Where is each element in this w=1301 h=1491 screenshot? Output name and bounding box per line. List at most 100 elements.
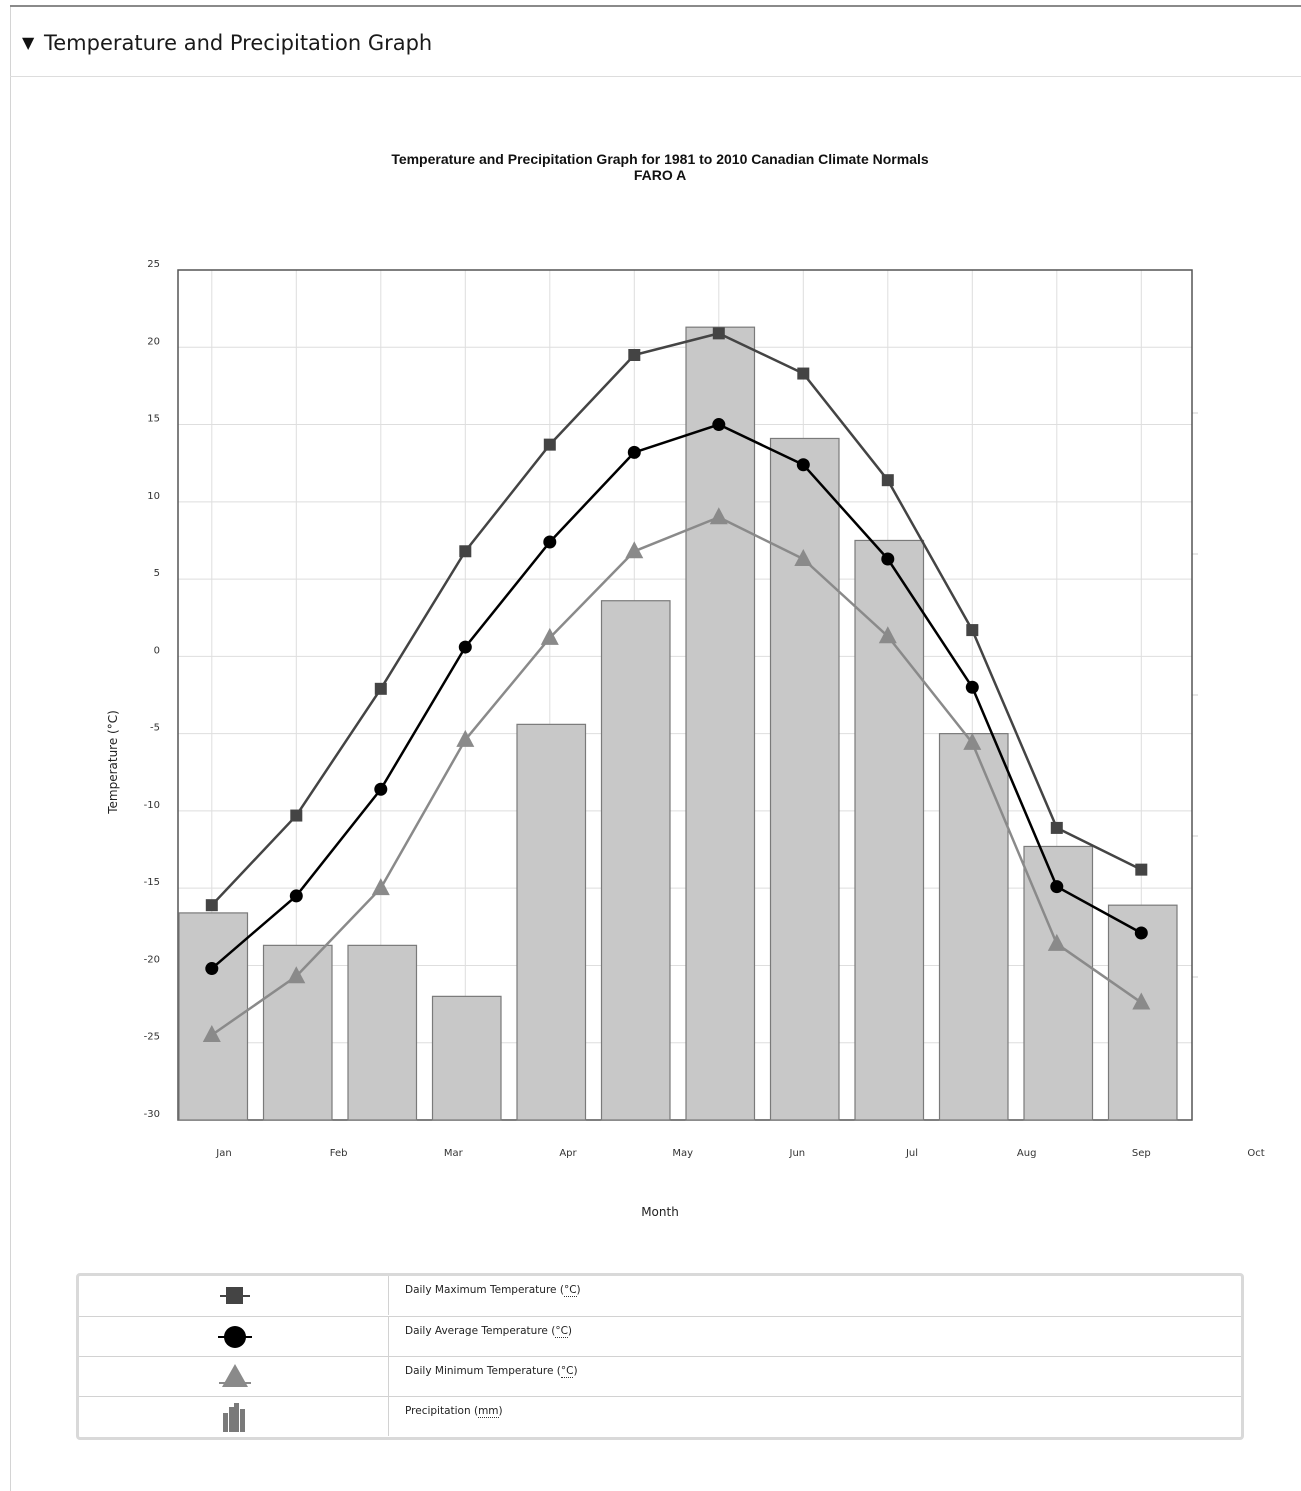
circle-line-icon [218,1326,252,1348]
max-temp-point [628,349,641,361]
min-temp-point [625,541,644,559]
min-temp-point [1132,992,1151,1010]
y-tick-label: 20 [147,336,160,347]
min-temp-point [709,507,728,525]
x-tick-label: Oct [1247,1148,1264,1159]
min-temp-line [211,516,1143,1037]
x-tick-label: Apr [559,1148,577,1159]
avg-temp-point [627,445,641,459]
avg-temp-point [543,535,557,549]
precipitation-bar [685,326,756,1121]
chart-subtitle: FARO A [634,167,686,183]
avg-temp-point [289,889,303,903]
y-tick-label: 0 [154,645,160,656]
expand-toggle-icon[interactable]: ▼ [22,33,35,52]
max-temp-point [543,438,556,451]
x-tick-label: Feb [330,1148,348,1159]
legend-row-precip: Precipitation (mm) [79,1396,1241,1436]
legend-label: Precipitation (mm) [405,1405,503,1418]
legend-symbol-cell [79,1276,389,1315]
precipitation-bar [1107,904,1178,1121]
axis-labels: Temperature and Precipitation Graph for … [106,151,1265,1219]
avg-temp-point [205,962,219,976]
max-temp-point [966,624,979,637]
triangle-line-icon [219,1364,251,1387]
y-tick-label: -20 [144,954,160,965]
x-tick-label: Jun [789,1148,806,1159]
min-temp-point [456,729,475,747]
y-tick-label: -5 [150,723,160,734]
avg-temp-point [458,640,472,654]
plot-frame [177,269,1193,1121]
min-temp-point [878,626,897,644]
legend-label: Daily Average Temperature (°C) [405,1325,573,1338]
avg-temp-point [965,680,979,694]
x-tick-label: Aug [1017,1148,1037,1159]
unit-abbr: °C [555,1325,568,1338]
section-header[interactable] [10,7,1301,77]
min-temp-point [287,966,306,984]
chart-title: Temperature and Precipitation Graph for … [391,151,929,167]
y-tick-label: -15 [144,877,160,888]
x-tick-label: Sep [1132,1148,1151,1159]
x-tick-label: May [672,1148,693,1159]
y-tick-label: 25 [147,259,160,270]
unit-abbr: mm [478,1405,499,1418]
avg-temp-point [1050,880,1064,894]
bar-chart-icon [223,1403,245,1432]
legend-row-max: Daily Maximum Temperature (°C) [79,1276,1241,1316]
precipitation-bar [600,600,671,1121]
y-tick-label: 10 [147,491,160,502]
y-axis-label: Temperature (°C) [106,710,120,815]
top-rule [10,5,1301,7]
y-tick-label: -10 [144,800,160,811]
min-temp-point [1047,933,1066,951]
x-tick-label: Jul [905,1148,918,1159]
y-tick-label: 5 [154,568,160,579]
x-tick-label: Mar [444,1148,464,1159]
min-temp-point [794,549,813,566]
precipitation-bar [347,944,418,1121]
min-temp-point [540,627,559,645]
x-axis-label: Month [641,1205,679,1219]
chart-legend: Daily Maximum Temperature (°C) Daily Ave… [76,1273,1244,1440]
min-temp-point [371,878,390,896]
max-temp-point [290,809,303,822]
unit-abbr: °C [560,1365,574,1378]
max-temp-line [210,332,1142,907]
precipitation-bar [431,995,502,1121]
x-tick-label: Jan [215,1148,231,1159]
max-temp-point [712,327,725,340]
legend-label: Daily Maximum Temperature (°C) [405,1284,581,1297]
content-frame [10,7,1301,1491]
max-temp-point [1050,821,1063,834]
legend-row-avg: Daily Average Temperature (°C) [79,1316,1241,1356]
temperature-lines [202,327,1151,1042]
legend-row-min: Daily Minimum Temperature (°C) [79,1356,1241,1396]
unit-abbr: °C [563,1284,577,1297]
legend-label: Daily Minimum Temperature (°C) [405,1365,578,1378]
avg-temp-point [712,418,726,432]
y-tick-label: -30 [144,1109,160,1120]
avg-temp-point [1134,926,1148,940]
max-temp-point [881,474,894,487]
precipitation-bar [854,539,925,1121]
avg-temp-point [881,552,895,566]
avg-temp-point [796,458,810,472]
y-tick-label: 15 [147,414,160,425]
max-temp-point [205,899,218,912]
precipitation-bar [516,723,587,1121]
precipitation-bars [178,326,1178,1121]
section-title[interactable]: Temperature and Precipitation Graph [44,31,433,55]
y-tick-label: -25 [144,1032,160,1043]
square-line-icon [220,1287,250,1304]
max-temp-point [459,545,472,558]
max-temp-point [374,682,387,695]
min-temp-point [202,1025,221,1042]
avg-temp-line [210,423,1142,970]
legend-symbol-cell [79,1317,389,1356]
precipitation-bar [769,437,840,1121]
temperature-precipitation-chart: Temperature and Precipitation Graph for … [106,151,1265,1219]
max-temp-point [797,367,810,380]
max-temp-point [1135,863,1148,876]
